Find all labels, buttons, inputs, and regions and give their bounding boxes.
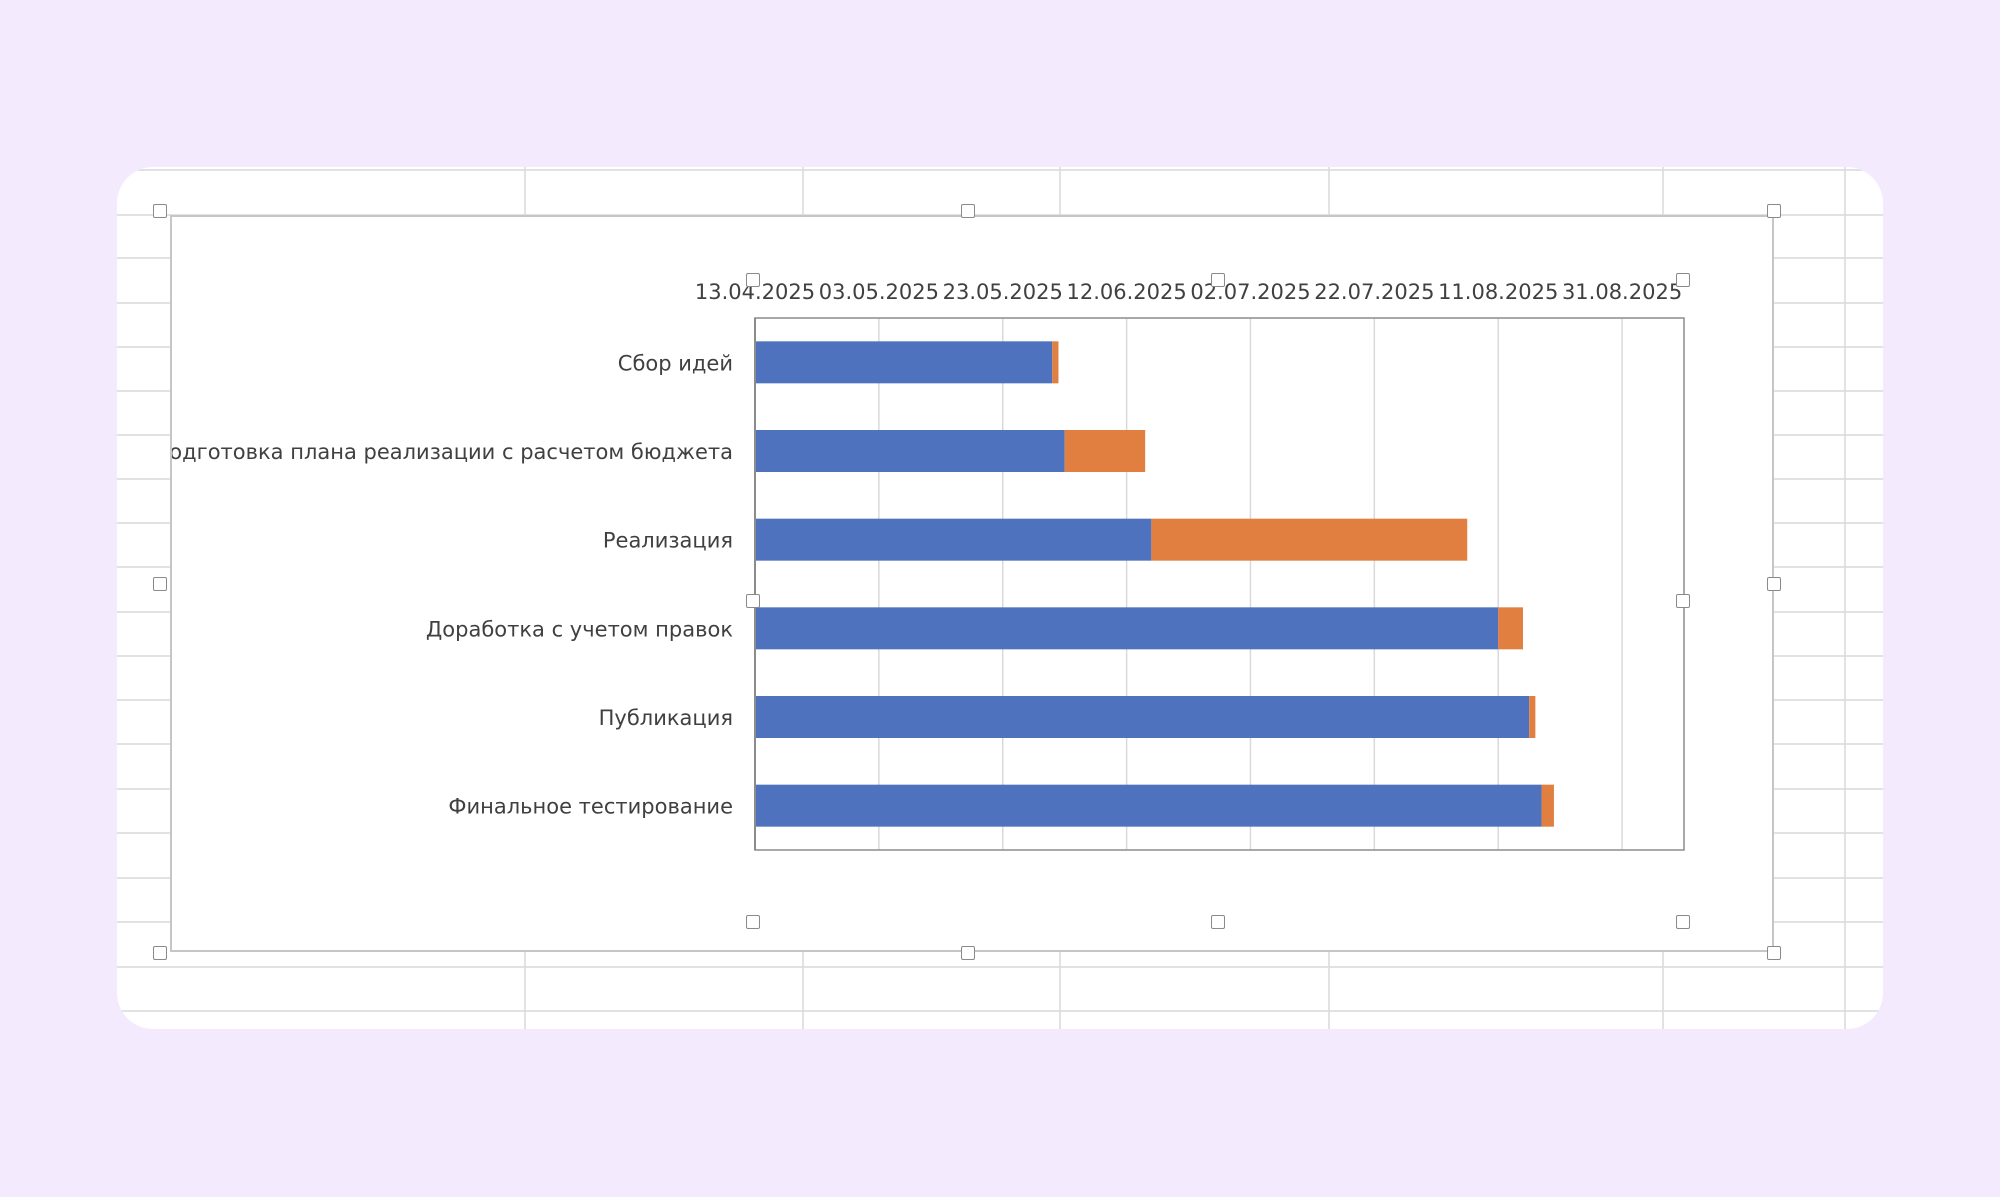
category-label: Сбор идей <box>618 351 733 375</box>
resize-handle[interactable] <box>153 577 167 591</box>
resize-handle[interactable] <box>961 204 975 218</box>
x-tick-label: 22.07.2025 <box>1314 280 1434 304</box>
gantt-chart: 13.04.2025 03.05.2025 23.05.2025 12.06.2025… <box>154 280 1685 851</box>
bar-duration-segment[interactable] <box>1151 518 1468 561</box>
category-label: Реализация <box>603 529 733 553</box>
resize-handle[interactable] <box>1676 915 1690 929</box>
resize-handle[interactable] <box>1676 594 1690 608</box>
bar-duration-segment[interactable] <box>1498 607 1523 650</box>
category-label: Доработка с учетом правок <box>426 617 733 641</box>
spreadsheet-area: 13.04.2025 03.05.2025 23.05.2025 12.06.2025… <box>117 167 1883 1029</box>
category-label: Публикация <box>599 706 733 730</box>
resize-handle[interactable] <box>153 204 167 218</box>
x-tick-label: 31.08.2025 <box>1562 280 1682 304</box>
bar-start-segment[interactable] <box>755 341 1053 384</box>
bar-duration-segment[interactable] <box>1052 341 1059 384</box>
x-tick-label: 03.05.2025 <box>819 280 939 304</box>
resize-handle[interactable] <box>1211 915 1225 929</box>
x-tick-label: 12.06.2025 <box>1066 280 1186 304</box>
resize-handle[interactable] <box>746 915 760 929</box>
bar-duration-segment[interactable] <box>1541 784 1554 827</box>
resize-handle[interactable] <box>1767 946 1781 960</box>
resize-handle[interactable] <box>1767 204 1781 218</box>
resize-handle[interactable] <box>746 594 760 608</box>
bar-start-segment[interactable] <box>755 784 1542 827</box>
resize-handle[interactable] <box>961 946 975 960</box>
bar-start-segment[interactable] <box>755 696 1530 738</box>
resize-handle[interactable] <box>1676 273 1690 287</box>
category-label: Финальное тестирование <box>448 795 733 819</box>
bar-start-segment[interactable] <box>755 607 1499 650</box>
x-tick-label: 02.07.2025 <box>1190 280 1310 304</box>
resize-handle[interactable] <box>1211 273 1225 287</box>
resize-handle[interactable] <box>746 273 760 287</box>
x-tick-label: 11.08.2025 <box>1438 280 1558 304</box>
plot-area-frame <box>754 317 1685 851</box>
chart-object[interactable]: 13.04.2025 03.05.2025 23.05.2025 12.06.2025… <box>154 215 1774 952</box>
bar-duration-segment[interactable] <box>1529 696 1536 738</box>
resize-handle[interactable] <box>153 946 167 960</box>
resize-handle[interactable] <box>1767 577 1781 591</box>
bar-start-segment[interactable] <box>755 430 1065 472</box>
x-tick-label: 23.05.2025 <box>943 280 1063 304</box>
bar-duration-segment[interactable] <box>1064 430 1146 472</box>
bar-start-segment[interactable] <box>755 518 1152 561</box>
category-label: Подготовка плана реализации с расчетом б… <box>172 440 733 464</box>
